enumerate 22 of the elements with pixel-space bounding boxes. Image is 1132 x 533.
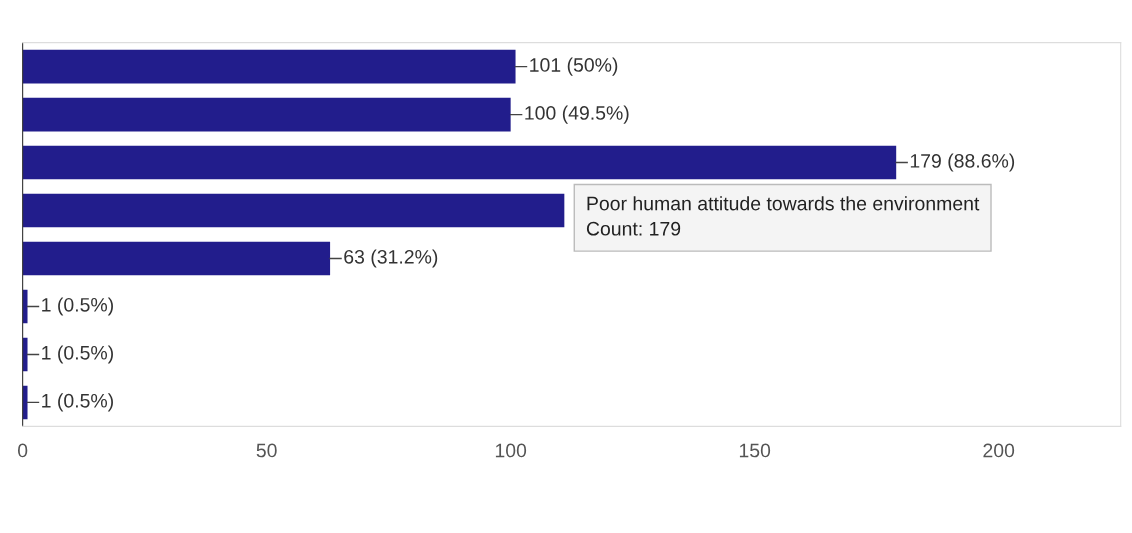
x-tick-label: 100 <box>495 443 527 458</box>
data-label: 1 (0.5%) <box>42 393 113 412</box>
data-label: 101 (50%) <box>530 57 618 76</box>
bar <box>22 193 565 228</box>
bar <box>22 97 511 132</box>
data-label: 1 (0.5%) <box>42 345 113 364</box>
x-tick-label: 200 <box>983 443 1015 458</box>
annotation: Poor human attitude towards the environment <box>587 196 980 211</box>
bar <box>22 49 516 84</box>
data-label: 100 (49.5%) <box>525 105 629 124</box>
x-tick-label: 150 <box>739 443 771 458</box>
bar <box>22 145 897 180</box>
x-tick-label: 50 <box>256 443 277 458</box>
x-tick-label: 0 <box>17 443 28 458</box>
annotation: Count: 179 <box>586 221 681 236</box>
bar <box>22 289 28 324</box>
bar <box>22 241 331 276</box>
bar <box>22 337 28 372</box>
data-label: 63 (31.2%) <box>344 249 438 268</box>
data-label: 179 (88.6%) <box>910 153 1015 172</box>
bar <box>22 385 28 420</box>
data-label: 1 (0.5%) <box>42 297 113 316</box>
